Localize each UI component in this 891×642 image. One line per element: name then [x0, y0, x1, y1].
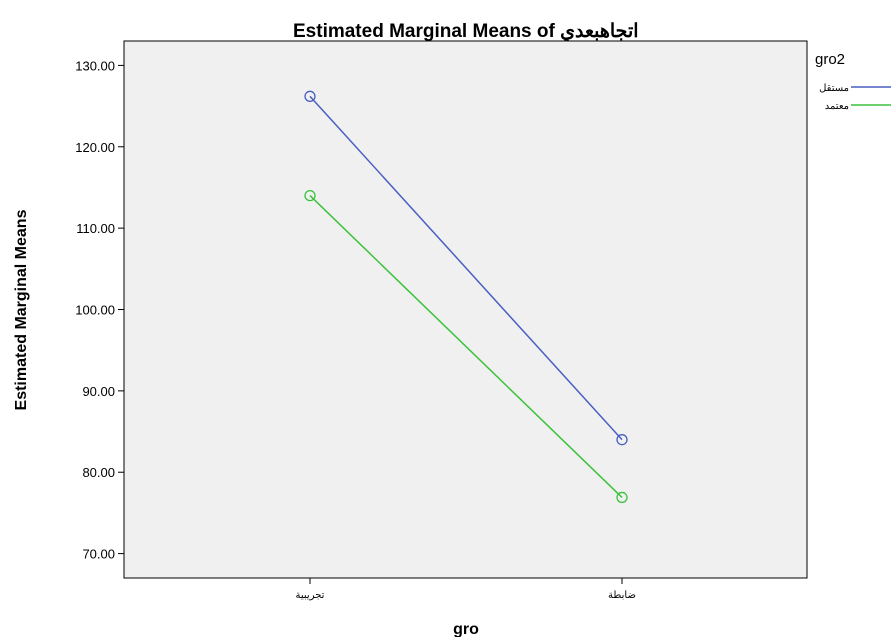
legend-title: gro2	[815, 51, 845, 68]
y-tick-label: 110.00	[76, 221, 115, 236]
plot-area	[123, 40, 808, 579]
y-tick-label: 100.00	[75, 303, 115, 318]
y-axis-label: Estimated Marginal Means	[13, 209, 30, 410]
y-tick-label: 90.00	[82, 384, 115, 399]
chart-title: Estimated Marginal Means of اتجاهبعدي	[293, 21, 639, 43]
legend-label: مستقل	[819, 83, 849, 94]
series-layer	[304, 90, 628, 504]
x-tick-label: تجريبية	[296, 590, 325, 601]
data-point	[616, 491, 628, 504]
series-line	[309, 195, 623, 498]
y-tick-label: 120.00	[75, 140, 115, 155]
x-tick-label: ضابطة	[608, 590, 636, 601]
y-tick-label: 80.00	[82, 465, 115, 480]
data-point	[304, 189, 316, 202]
legend: gro2 مستقل معتمد	[815, 51, 891, 112]
series-line	[309, 95, 623, 441]
x-axis-label: gro	[453, 621, 479, 637]
legend-label: معتمد	[825, 101, 849, 112]
y-tick-label: 70.00	[82, 547, 115, 562]
y-tick-label: 130.00	[75, 58, 115, 73]
y-axis: 70.00 80.00 90.00 100.00 110.00 120.00 130.00	[75, 58, 124, 562]
x-axis: تجريبية ضابطة	[296, 578, 636, 601]
data-point	[616, 434, 628, 446]
data-point	[304, 90, 316, 102]
